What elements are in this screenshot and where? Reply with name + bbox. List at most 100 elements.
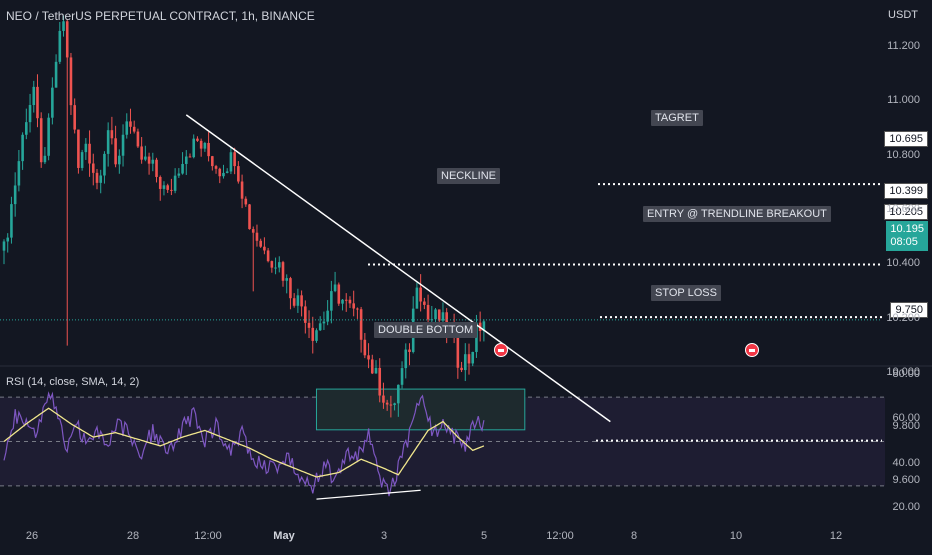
time-axis-tick: 3 [380,530,388,542]
countdown-value: 08:05 [890,236,918,248]
candle-body [166,185,169,190]
candle-body [65,21,69,58]
candle-body [363,339,367,356]
current-price-value: 10.195 [890,223,924,235]
candle-body [158,176,162,189]
price-axis-tick: 11.000 [887,94,920,107]
candle-body [214,166,218,169]
price-axis-tick: 10.200 [886,311,920,324]
candle-body [54,61,58,88]
candle-body [463,354,467,371]
candle-body [344,299,348,301]
candle-body [304,306,307,323]
candle-body [244,198,248,205]
candle-body [292,298,296,306]
candle-body [419,287,422,302]
candle-body [441,312,445,321]
candle-body [173,175,177,191]
candle-body [289,278,292,299]
us-flag-event-icon[interactable] [494,343,508,357]
candle-body [2,241,6,251]
candle-body [367,355,370,360]
candle-body [326,310,329,322]
candle-body [434,309,437,320]
candle-body [259,240,262,247]
candle-body [255,232,259,241]
candle-body [318,323,322,331]
candle-body [58,30,62,62]
time-axis-tick: 12:00 [546,530,574,542]
candle-body [374,367,378,374]
time-axis-tick: 28 [126,530,140,542]
time-axis-tick: 12:00 [194,530,222,542]
candle-body [103,153,106,176]
candle-body [114,138,117,165]
rsi-divergence-line [316,489,421,500]
candle-body [285,278,289,281]
time-axis-tick: May [273,530,295,542]
us-flag-event-icon[interactable] [745,343,759,357]
candle-body [404,349,408,369]
candle-body [196,138,199,141]
candle-body [430,319,434,321]
candle-body [147,156,151,164]
candle-body [307,322,311,328]
candle-body [84,143,88,153]
rsi-title: RSI (14, close, SMA, 14, 2) [6,376,140,388]
current-price-label: 10.195 08:05 [886,221,928,251]
candle-body [106,130,110,154]
candle-body [192,138,196,158]
candle-body [151,159,155,164]
trendline [185,114,611,423]
candle-body [118,155,121,165]
candle-body [125,121,129,135]
candle-body [467,354,471,364]
candle-body [352,303,355,309]
candle-body [322,321,326,324]
candle-body [77,129,80,168]
candle-body [397,384,400,404]
candle-body [233,152,236,167]
rsi-axis-tick: 60.00 [892,412,920,425]
price-axis-tick: 11.200 [887,40,920,52]
neckline-annotation: NECKLINE [437,168,501,184]
candle-body [330,291,333,311]
candle-body [277,262,281,268]
candle-body [177,173,181,176]
candle-body [80,152,84,168]
candle-body [129,121,132,127]
candle-body [229,152,233,172]
price-axis-tick: 10.600 [886,202,920,215]
candle-body [389,404,393,406]
candle-body [88,143,91,164]
candle-body [370,359,374,374]
candle-body [13,185,17,205]
candle-body [408,349,411,352]
candle-body [415,287,419,309]
price-axis-tick: 10.000 [886,365,920,378]
rsi-line [3,391,485,497]
rsi-ma-line [3,407,485,478]
candle-body [10,204,13,238]
candle-body [385,402,389,405]
candle-body [281,262,285,281]
candle-body [456,335,460,368]
candle-body [21,134,24,162]
candle-body [17,161,21,186]
candle-body [32,86,36,106]
candle-body [218,168,222,177]
time-axis-tick: 26 [25,530,39,542]
stop-loss-annotation: STOP LOSS [651,285,721,301]
candle-body [400,368,404,385]
candle-body [225,171,229,173]
stop-price-label: 9.750 [890,302,928,318]
candle-body [162,185,166,189]
candle-body [270,261,274,268]
candle-body [471,351,475,364]
double-bottom-box [315,388,526,431]
candle-body [359,309,363,340]
candle-body [348,299,352,304]
rsi-axis-tick: 80.00 [892,368,920,380]
